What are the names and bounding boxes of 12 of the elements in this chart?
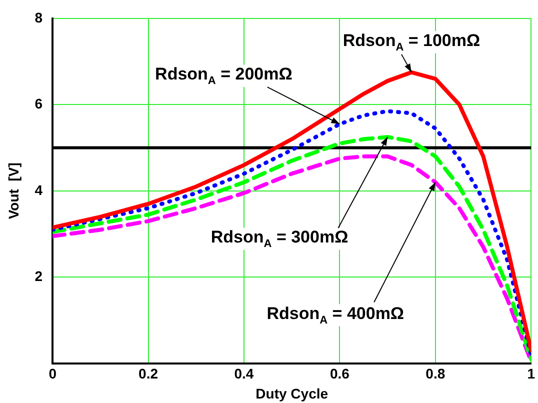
x-tick-label: 1	[527, 366, 536, 382]
y-tick-label: 2	[34, 268, 43, 284]
x-tick-label: 0.6	[330, 366, 350, 382]
y-tick-label: 4	[34, 182, 43, 198]
x-tick-label: 0.4	[234, 366, 254, 382]
y-tick-label: 6	[34, 96, 43, 112]
y-axis-title: Vout [V]	[5, 162, 22, 220]
y-tick-label: 8	[34, 9, 43, 26]
x-axis-title: Duty Cycle	[256, 385, 328, 402]
x-tick-label: 0.2	[138, 366, 158, 382]
x-tick-label: 0	[48, 366, 57, 382]
x-tick-label: 0.8	[426, 366, 446, 382]
